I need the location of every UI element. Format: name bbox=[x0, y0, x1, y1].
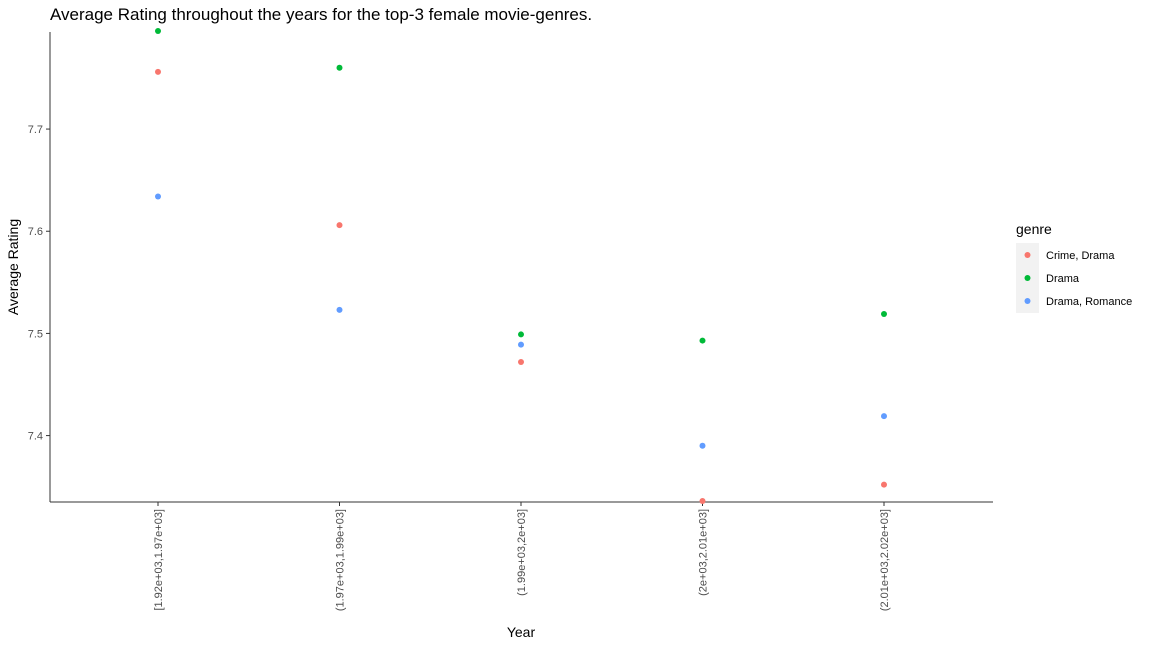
data-point bbox=[518, 331, 524, 338]
legend-label: Drama, Romance bbox=[1046, 296, 1132, 308]
legend-key bbox=[1024, 252, 1031, 258]
legend: genre Crime, Drama Drama Drama, Romance bbox=[1016, 221, 1132, 313]
data-point bbox=[881, 311, 887, 317]
legend-key bbox=[1024, 275, 1031, 281]
legend-title: genre bbox=[1016, 221, 1052, 237]
data-point bbox=[155, 193, 161, 200]
legend-items: Crime, Drama Drama Drama, Romance bbox=[1024, 250, 1132, 308]
data-point bbox=[336, 64, 343, 71]
data-point bbox=[155, 68, 161, 75]
x-tick-label: (2e+03,2.01e+03] bbox=[698, 509, 710, 596]
y-tick-label: 7.6 bbox=[28, 226, 43, 238]
y-tick-label: 7.4 bbox=[28, 431, 43, 443]
data-points bbox=[155, 27, 887, 504]
legend-label: Crime, Drama bbox=[1046, 250, 1115, 262]
chart-title: Average Rating throughout the years for … bbox=[50, 5, 592, 24]
x-tick-label: (1.97e+03,1.99e+03] bbox=[335, 509, 347, 611]
data-point bbox=[336, 306, 343, 313]
y-axis-ticks: 7.4 7.5 7.6 7.7 bbox=[28, 124, 50, 443]
data-point bbox=[518, 359, 524, 366]
data-point bbox=[881, 481, 887, 488]
data-point bbox=[155, 27, 161, 34]
data-point bbox=[518, 341, 524, 348]
plot-area: 7.4 7.5 7.6 7.7 [1.92e+03,1.97e+03] (1.97e+0… bbox=[28, 27, 993, 611]
x-tick-label: (1.99e+03,2e+03] bbox=[516, 509, 528, 596]
legend-key bbox=[1024, 298, 1031, 304]
y-tick-label: 7.5 bbox=[28, 328, 43, 340]
x-axis-title: Year bbox=[507, 624, 536, 640]
x-tick-label: [1.92e+03,1.97e+03] bbox=[153, 509, 165, 611]
x-tick-label: (2.01e+03,2.02e+03] bbox=[879, 509, 891, 611]
data-point bbox=[699, 337, 706, 344]
y-axis-title: Average Rating bbox=[5, 219, 21, 315]
data-point bbox=[699, 442, 706, 449]
x-axis-ticks: [1.92e+03,1.97e+03] (1.97e+03,1.99e+03] (1… bbox=[153, 502, 891, 611]
legend-label: Drama bbox=[1046, 273, 1080, 285]
data-point bbox=[881, 413, 887, 420]
y-tick-label: 7.7 bbox=[28, 124, 43, 136]
data-point bbox=[336, 222, 343, 229]
data-point bbox=[699, 497, 706, 504]
